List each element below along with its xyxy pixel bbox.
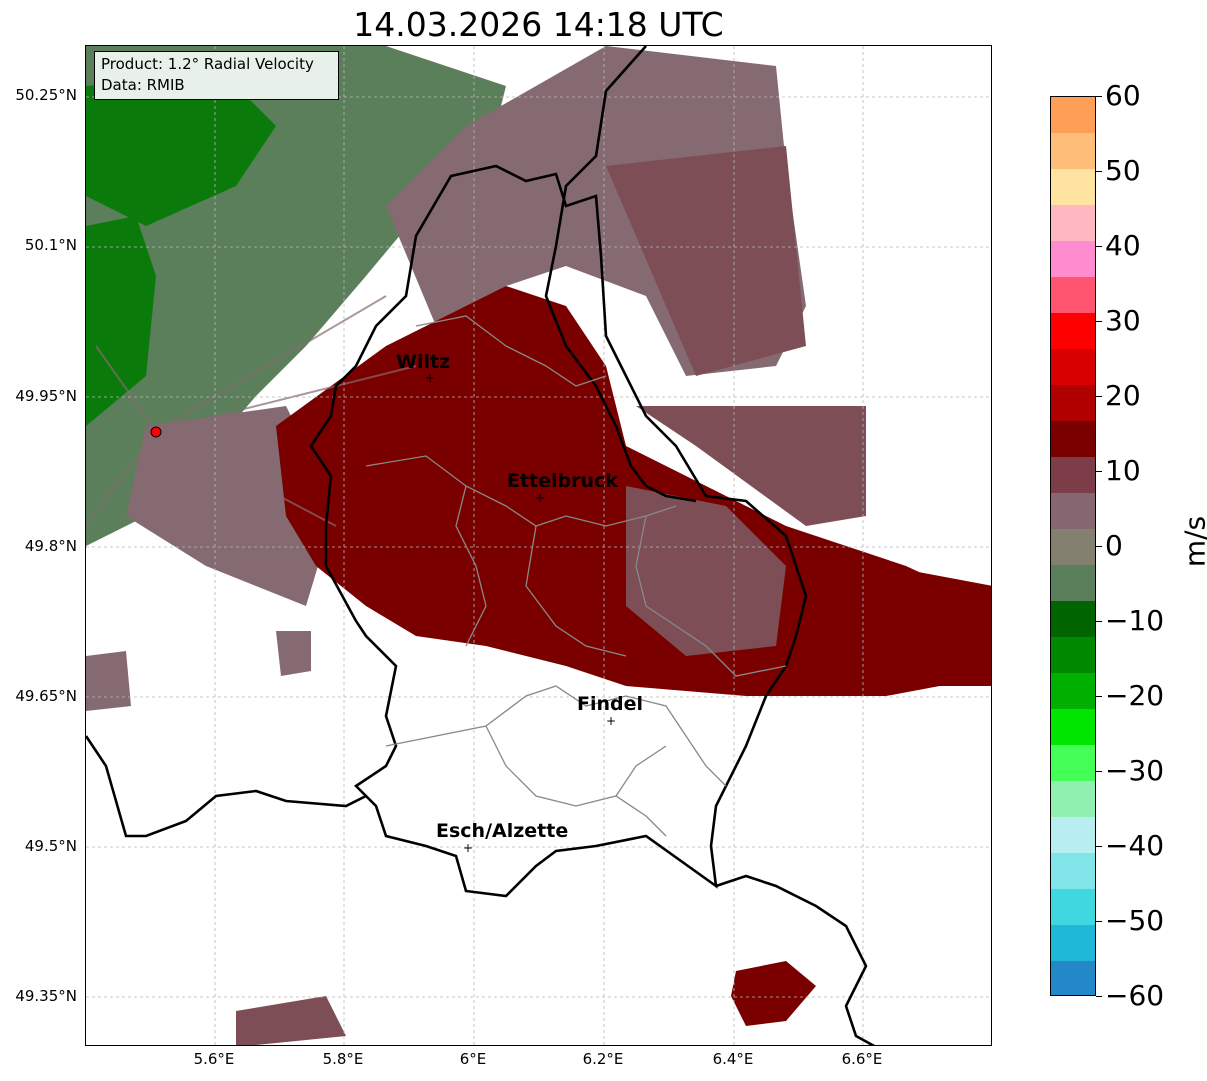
- x-tick-label: 6.4°E: [712, 1050, 754, 1068]
- strong-inbound-region: [86, 76, 276, 226]
- colorbar-tick-label: −30: [1105, 754, 1165, 787]
- x-tick-label: 5.8°E: [322, 1050, 364, 1068]
- map-area[interactable]: [85, 45, 992, 1046]
- colorbar-band: [1051, 169, 1095, 206]
- outbound-patch-mid: [626, 486, 786, 656]
- x-tick-label: 6.2°E: [582, 1050, 624, 1068]
- colorbar-tick-mark: [1096, 996, 1102, 997]
- colorbar-band: [1051, 493, 1095, 530]
- colorbar-tick-label: 50: [1105, 154, 1141, 187]
- product-label: Product: 1.2° Radial Velocity: [101, 55, 314, 73]
- radar-map-svg: [86, 46, 991, 1045]
- product-info-box: Product: 1.2° Radial Velocity Data: RMIB: [94, 51, 339, 100]
- colorbar-tick-mark: [1096, 96, 1102, 97]
- colorbar-band: [1051, 961, 1095, 995]
- colorbar-band: [1051, 349, 1095, 386]
- colorbar-tick-label: 40: [1105, 229, 1141, 262]
- y-tick-label: 49.8°N: [24, 537, 77, 555]
- city-label-wiltz: Wiltz: [396, 351, 451, 373]
- colorbar-tick-label: 20: [1105, 379, 1141, 412]
- city-marker-icon: +: [425, 371, 436, 385]
- canton-borders: [365, 315, 787, 837]
- colorbar-band: [1051, 133, 1095, 170]
- colorbar-unit-label: m/s: [1178, 515, 1207, 568]
- y-tick-label: 50.25°N: [15, 86, 77, 104]
- colorbar-band: [1051, 565, 1095, 602]
- colorbar-tick-mark: [1096, 321, 1102, 322]
- colorbar-band: [1051, 601, 1095, 638]
- y-tick-label: 49.95°N: [15, 387, 77, 405]
- colorbar-tick-label: −50: [1105, 904, 1165, 937]
- radial-streaks: [86, 295, 417, 527]
- colorbar-tick-label: −10: [1105, 604, 1165, 637]
- outbound-patch-east: [876, 566, 991, 686]
- colorbar-band: [1051, 781, 1095, 818]
- colorbar-tick-label: −60: [1105, 979, 1165, 1012]
- gridlines: [86, 46, 991, 1045]
- colorbar-band: [1051, 421, 1095, 458]
- echo-patch-west: [86, 651, 131, 711]
- map-title: 14.03.2026 14:18 UTC: [353, 5, 724, 44]
- weak-outbound-region-southeast: [636, 406, 866, 526]
- data-source-label: Data: RMIB: [101, 76, 185, 94]
- echo-patch-south: [731, 961, 816, 1026]
- colorbar-band: [1051, 385, 1095, 422]
- colorbar-band: [1051, 241, 1095, 278]
- colorbar-band: [1051, 925, 1095, 962]
- colorbar-tick-mark: [1096, 546, 1102, 547]
- colorbar-tick-mark: [1096, 246, 1102, 247]
- country-border-north: [544, 46, 697, 503]
- colorbar-band: [1051, 637, 1095, 674]
- colorbar-band: [1051, 709, 1095, 746]
- city-label-ettelbruck: Ettelbruck: [507, 470, 618, 492]
- colorbar-tick-mark: [1096, 396, 1102, 397]
- city-label-esch-alzette: Esch/Alzette: [436, 820, 569, 842]
- colorbar-tick-mark: [1096, 171, 1102, 172]
- y-tick-label: 49.35°N: [15, 987, 77, 1005]
- y-tick-label: 50.1°N: [24, 236, 77, 254]
- colorbar-band: [1051, 313, 1095, 350]
- colorbar-tick-label: 60: [1105, 79, 1141, 112]
- colorbar-band: [1051, 97, 1095, 134]
- y-tick-label: 49.5°N: [24, 837, 77, 855]
- x-tick-label: 5.6°E: [193, 1050, 235, 1068]
- colorbar-band: [1051, 817, 1095, 854]
- colorbar-tick-mark: [1096, 696, 1102, 697]
- colorbar-tick-label: 0: [1105, 529, 1123, 562]
- city-marker-icon: +: [535, 491, 546, 505]
- country-border-france: [86, 735, 367, 838]
- colorbar-band: [1051, 529, 1095, 566]
- colorbar-band: [1051, 673, 1095, 710]
- colorbar-tick-mark: [1096, 471, 1102, 472]
- colorbar: [1050, 96, 1096, 996]
- weak-outbound-region-east: [606, 146, 806, 376]
- colorbar-tick-label: 30: [1105, 304, 1141, 337]
- colorbar-band: [1051, 205, 1095, 242]
- echo-patch-small: [276, 631, 311, 676]
- colorbar-band: [1051, 457, 1095, 494]
- colorbar-tick-mark: [1096, 621, 1102, 622]
- country-border-luxembourg: [309, 164, 808, 898]
- colorbar-band: [1051, 853, 1095, 890]
- echo-patch-southwest: [236, 996, 346, 1045]
- x-tick-label: 6°E: [459, 1050, 487, 1068]
- colorbar-tick-label: −20: [1105, 679, 1165, 712]
- colorbar-tick-label: 10: [1105, 454, 1141, 487]
- colorbar-tick-mark: [1096, 921, 1102, 922]
- x-tick-label: 6.6°E: [841, 1050, 883, 1068]
- colorbar-band: [1051, 277, 1095, 314]
- city-marker-icon: +: [606, 714, 617, 728]
- city-marker-icon: +: [463, 841, 474, 855]
- strong-inbound-region-west: [86, 216, 156, 426]
- colorbar-band: [1051, 889, 1095, 926]
- colorbar-tick-label: −40: [1105, 829, 1165, 862]
- city-label-findel: Findel: [577, 693, 644, 715]
- y-tick-label: 49.65°N: [15, 687, 77, 705]
- country-border-germany: [715, 874, 876, 1045]
- colorbar-tick-mark: [1096, 771, 1102, 772]
- colorbar-tick-mark: [1096, 846, 1102, 847]
- colorbar-band: [1051, 745, 1095, 782]
- radar-site-marker: [150, 426, 162, 438]
